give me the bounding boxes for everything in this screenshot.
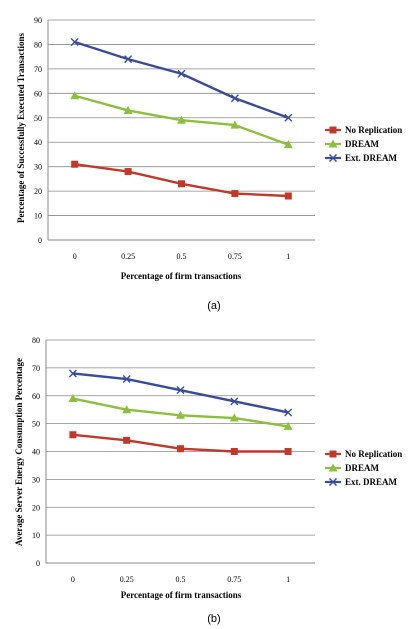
legend-label-dream: DREAM <box>345 139 380 149</box>
marker-stroke <box>284 408 293 417</box>
data-point-ext-dream <box>122 375 131 384</box>
data-point-dream <box>229 413 239 422</box>
data-point-ext-dream <box>68 369 77 378</box>
data-point-dream <box>70 91 80 100</box>
x-tick-label: 0 <box>71 575 75 584</box>
legend-marker-dream <box>328 463 338 472</box>
x-axis-title: Percentage of firm transactions <box>121 590 242 600</box>
y-tick-label: 50 <box>34 114 42 123</box>
y-tick-label: 80 <box>34 40 42 49</box>
x-tick-label: 0 <box>73 252 77 261</box>
x-tick-label: 1 <box>286 575 290 584</box>
data-point-ext-dream <box>230 94 239 103</box>
caption-a: (a) <box>207 300 220 312</box>
marker-stroke <box>230 94 239 103</box>
marker-stroke <box>124 55 133 64</box>
data-point-no-replication <box>284 448 292 455</box>
legend: No Replication DREAM Ext. DREAM <box>325 125 402 163</box>
data-point-no-replication <box>284 192 292 200</box>
caption-b: (b) <box>207 613 220 625</box>
legend-label-ext-dream: Ext. DREAM <box>345 477 398 487</box>
y-tick-label: 40 <box>32 448 40 457</box>
legend-marker-no-replication <box>329 450 337 458</box>
x-axis-title: Percentage of firm transactions <box>121 271 242 281</box>
chart-a: 0 10 20 30 40 50 60 70 80 90 0 0.25 0.5 0.75 1 Percent… <box>16 16 402 312</box>
y-tick-label: 20 <box>34 187 42 196</box>
data-point-dream <box>176 410 185 419</box>
y-tick-label: 30 <box>34 163 42 172</box>
legend-label-no-replication: No Replication <box>345 125 402 135</box>
marker-stroke <box>230 397 239 406</box>
data-point-no-replication <box>124 168 132 176</box>
data-point-dream <box>230 120 240 129</box>
x-tick-label: 0.25 <box>120 575 134 584</box>
marker-stroke <box>177 69 186 78</box>
data-point-no-replication <box>69 431 77 439</box>
data-point-ext-dream <box>124 55 133 64</box>
legend-label-ext-dream: Ext. DREAM <box>345 153 398 163</box>
y-tick-label: 70 <box>34 65 42 74</box>
y-tick-label: 70 <box>32 364 40 373</box>
legend-marker-ext-dream <box>329 478 337 486</box>
data-point-no-replication <box>230 448 238 455</box>
marker-stroke <box>329 154 337 162</box>
data-point-ext-dream <box>284 408 293 417</box>
data-point-no-replication <box>178 180 185 188</box>
x-tick-label: 1 <box>286 252 290 261</box>
y-tick-label: 0 <box>36 559 40 568</box>
x-tick-label: 0.5 <box>177 252 187 261</box>
marker-stroke <box>329 478 337 486</box>
y-tick-label: 10 <box>34 212 42 221</box>
data-point-ext-dream <box>70 38 79 46</box>
y-tick-label: 50 <box>32 420 40 429</box>
series-line-ext-dream <box>72 372 289 414</box>
data-point-no-replication <box>177 445 184 453</box>
data-point-ext-dream <box>176 386 185 395</box>
y-tick-label: 40 <box>34 138 42 147</box>
y-tick-label: 30 <box>32 475 40 484</box>
y-axis-title: Percentage of Successfully Executed Tran… <box>16 33 26 223</box>
legend-marker-dream <box>328 139 338 148</box>
y-tick-label: 80 <box>32 336 40 345</box>
legend-marker-ext-dream <box>329 154 337 162</box>
y-axis-title: Average Server Energy Consumption Percen… <box>14 358 24 546</box>
x-tick-label: 0.75 <box>228 252 242 261</box>
data-point-dream <box>283 140 293 149</box>
marker-stroke <box>284 113 293 122</box>
chart-b: 0 10 20 30 40 50 60 70 80 0 0.25 0.5 0.75 1 Percentag… <box>14 336 402 625</box>
y-tick-label: 60 <box>34 89 42 98</box>
y-tick-label: 0 <box>38 236 42 245</box>
data-point-no-replication <box>71 160 79 168</box>
data-point-no-replication <box>231 190 239 198</box>
marker-stroke <box>176 386 185 395</box>
y-tick-label: 10 <box>32 531 40 540</box>
data-point-dream <box>283 421 293 430</box>
series-line-ext-dream <box>74 40 289 119</box>
legend-label-no-replication: No Replication <box>345 449 402 459</box>
data-point-dream <box>122 405 132 414</box>
data-point-dream <box>177 115 186 124</box>
x-tick-label: 0.5 <box>176 575 186 584</box>
data-point-ext-dream <box>284 113 293 122</box>
marker-stroke <box>68 369 77 378</box>
data-point-ext-dream <box>177 69 186 78</box>
x-tick-label: 0.25 <box>121 252 135 261</box>
data-point-no-replication <box>123 436 131 444</box>
legend-marker-no-replication <box>329 126 337 134</box>
x-tick-label: 0.75 <box>227 575 241 584</box>
data-point-dream <box>68 394 78 403</box>
marker-stroke <box>122 375 131 384</box>
y-tick-label: 60 <box>32 392 40 401</box>
legend: No Replication DREAM Ext. DREAM <box>325 449 402 487</box>
y-tick-label: 20 <box>32 503 40 512</box>
data-point-ext-dream <box>230 397 239 406</box>
data-point-dream <box>123 105 133 114</box>
legend-label-dream: DREAM <box>345 463 380 473</box>
marker-stroke <box>70 38 79 46</box>
y-tick-label: 90 <box>34 16 42 25</box>
